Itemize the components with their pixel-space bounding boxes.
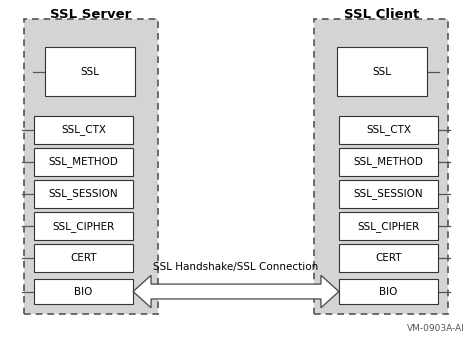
Text: SSL_METHOD: SSL_METHOD (354, 156, 423, 167)
Bar (339, 279, 438, 304)
Text: BIO: BIO (379, 287, 397, 296)
Bar (34, 116, 133, 144)
Bar (339, 180, 438, 208)
Text: SSL: SSL (80, 67, 99, 77)
Bar (339, 212, 438, 240)
Text: SSL_SESSION: SSL_SESSION (354, 189, 423, 199)
Text: CERT: CERT (70, 253, 97, 263)
Text: VM-0903A-AI: VM-0903A-AI (407, 324, 465, 333)
Bar (34, 244, 133, 272)
Bar (45, 47, 135, 96)
Text: SSL Handshake/SSL Connection: SSL Handshake/SSL Connection (153, 262, 319, 272)
Text: SSL Client: SSL Client (344, 8, 419, 21)
Text: SSL_CTX: SSL_CTX (61, 124, 106, 135)
Text: SSL_CIPHER: SSL_CIPHER (357, 221, 420, 232)
Text: SSL_CTX: SSL_CTX (366, 124, 411, 135)
Bar (34, 212, 133, 240)
Bar (314, 19, 448, 314)
Text: SSL: SSL (373, 67, 392, 77)
Text: SSL Server: SSL Server (50, 8, 131, 21)
Text: SSL_CIPHER: SSL_CIPHER (52, 221, 115, 232)
Bar (24, 19, 158, 314)
Bar (34, 180, 133, 208)
Bar (339, 244, 438, 272)
Bar (339, 116, 438, 144)
Bar (34, 279, 133, 304)
Bar (34, 148, 133, 176)
Bar (339, 148, 438, 176)
Bar (337, 47, 427, 96)
Polygon shape (133, 275, 339, 308)
Text: BIO: BIO (75, 287, 93, 296)
Text: SSL_SESSION: SSL_SESSION (49, 189, 118, 199)
Text: SSL_METHOD: SSL_METHOD (49, 156, 118, 167)
Text: CERT: CERT (375, 253, 402, 263)
